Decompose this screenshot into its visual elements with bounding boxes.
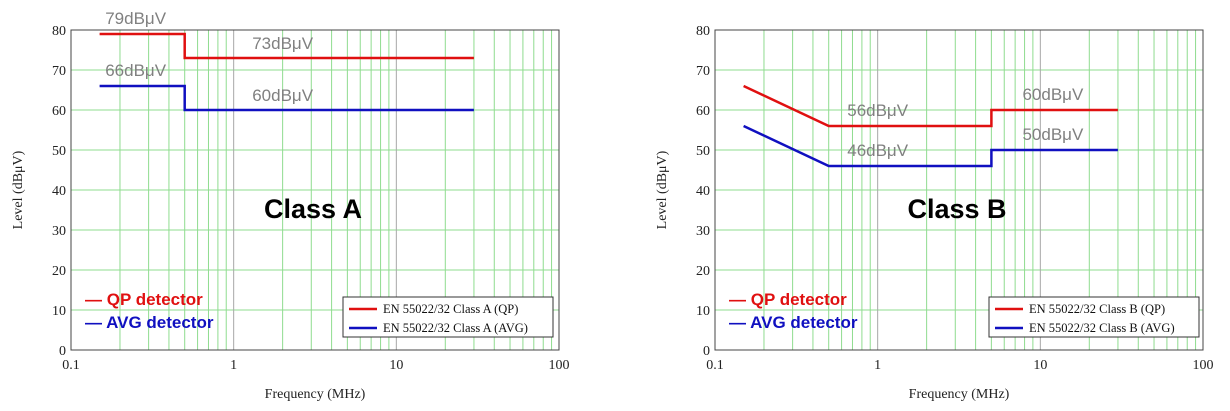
level-annotation: 60dBμV bbox=[1022, 85, 1083, 104]
x-tick-label: 0.1 bbox=[706, 358, 724, 373]
y-tick-label: 20 bbox=[52, 264, 66, 279]
x-tick-label: 1 bbox=[230, 358, 237, 373]
qp-detector-label: — QP detector bbox=[85, 290, 203, 309]
plot-frame bbox=[714, 29, 1204, 351]
y-tick-label: 0 bbox=[59, 344, 66, 359]
series-line-avg bbox=[743, 124, 1118, 168]
x-tick-label: 100 bbox=[549, 358, 570, 373]
series-line-qp bbox=[99, 32, 474, 60]
y-tick-label: 60 bbox=[696, 104, 710, 119]
legend-box bbox=[342, 296, 554, 338]
legend-box bbox=[988, 296, 1200, 338]
level-annotation: 66dBμV bbox=[105, 61, 166, 80]
y-tick-label: 20 bbox=[696, 264, 710, 279]
series-line-qp bbox=[743, 84, 1118, 128]
level-annotation: 56dBμV bbox=[847, 101, 908, 120]
x-axis-label: Frequency (MHz) bbox=[909, 387, 1010, 402]
y-tick-label: 40 bbox=[52, 184, 66, 199]
y-tick-label: 10 bbox=[696, 304, 710, 319]
y-tick-label: 30 bbox=[696, 224, 710, 239]
y-axis-label: Level (dBμV) bbox=[11, 150, 26, 229]
y-tick-label: 70 bbox=[696, 64, 710, 79]
legend-entry: EN 55022/32 Class A (QP) bbox=[383, 302, 518, 316]
legend-entry: EN 55022/32 Class A (AVG) bbox=[383, 321, 528, 335]
legend-entry: EN 55022/32 Class B (AVG) bbox=[1029, 321, 1175, 335]
legend-entry: EN 55022/32 Class B (QP) bbox=[1029, 302, 1165, 316]
level-annotation: 46dBμV bbox=[847, 141, 908, 160]
y-tick-label: 10 bbox=[52, 304, 66, 319]
class-label: Class A bbox=[264, 194, 362, 224]
x-tick-label: 10 bbox=[389, 358, 403, 373]
y-tick-label: 70 bbox=[52, 64, 66, 79]
level-annotation: 50dBμV bbox=[1022, 125, 1083, 144]
y-tick-label: 60 bbox=[52, 104, 66, 119]
y-axis-label: Level (dBμV) bbox=[655, 150, 670, 229]
class-label: Class B bbox=[907, 194, 1006, 224]
series-line-avg bbox=[99, 84, 474, 112]
level-annotation: 79dBμV bbox=[105, 9, 166, 28]
y-tick-label: 50 bbox=[52, 144, 66, 159]
x-tick-label: 1 bbox=[874, 358, 881, 373]
qp-detector-label: — QP detector bbox=[729, 290, 847, 309]
y-tick-label: 40 bbox=[696, 184, 710, 199]
y-tick-label: 80 bbox=[696, 24, 710, 39]
avg-detector-label: — AVG detector bbox=[85, 313, 214, 332]
avg-detector-label: — AVG detector bbox=[729, 313, 858, 332]
chart-panel-1: 0.1 1 10 100 0 10 20 30 40 50 60 70 80 Frequency (MHz… bbox=[11, 9, 570, 402]
level-annotation: 73dBμV bbox=[252, 34, 313, 53]
plot-frame bbox=[70, 29, 560, 351]
y-tick-label: 0 bbox=[703, 344, 710, 359]
x-axis-label: Frequency (MHz) bbox=[265, 387, 366, 402]
chart-panel-2: 0.1 1 10 100 0 10 20 30 40 50 60 70 80 Frequency (MHz… bbox=[655, 24, 1214, 402]
x-tick-label: 100 bbox=[1193, 358, 1214, 373]
y-tick-label: 30 bbox=[52, 224, 66, 239]
x-tick-label: 0.1 bbox=[62, 358, 80, 373]
y-tick-label: 80 bbox=[52, 24, 66, 39]
y-tick-label: 50 bbox=[696, 144, 710, 159]
x-tick-label: 10 bbox=[1033, 358, 1047, 373]
level-annotation: 60dBμV bbox=[252, 86, 313, 105]
